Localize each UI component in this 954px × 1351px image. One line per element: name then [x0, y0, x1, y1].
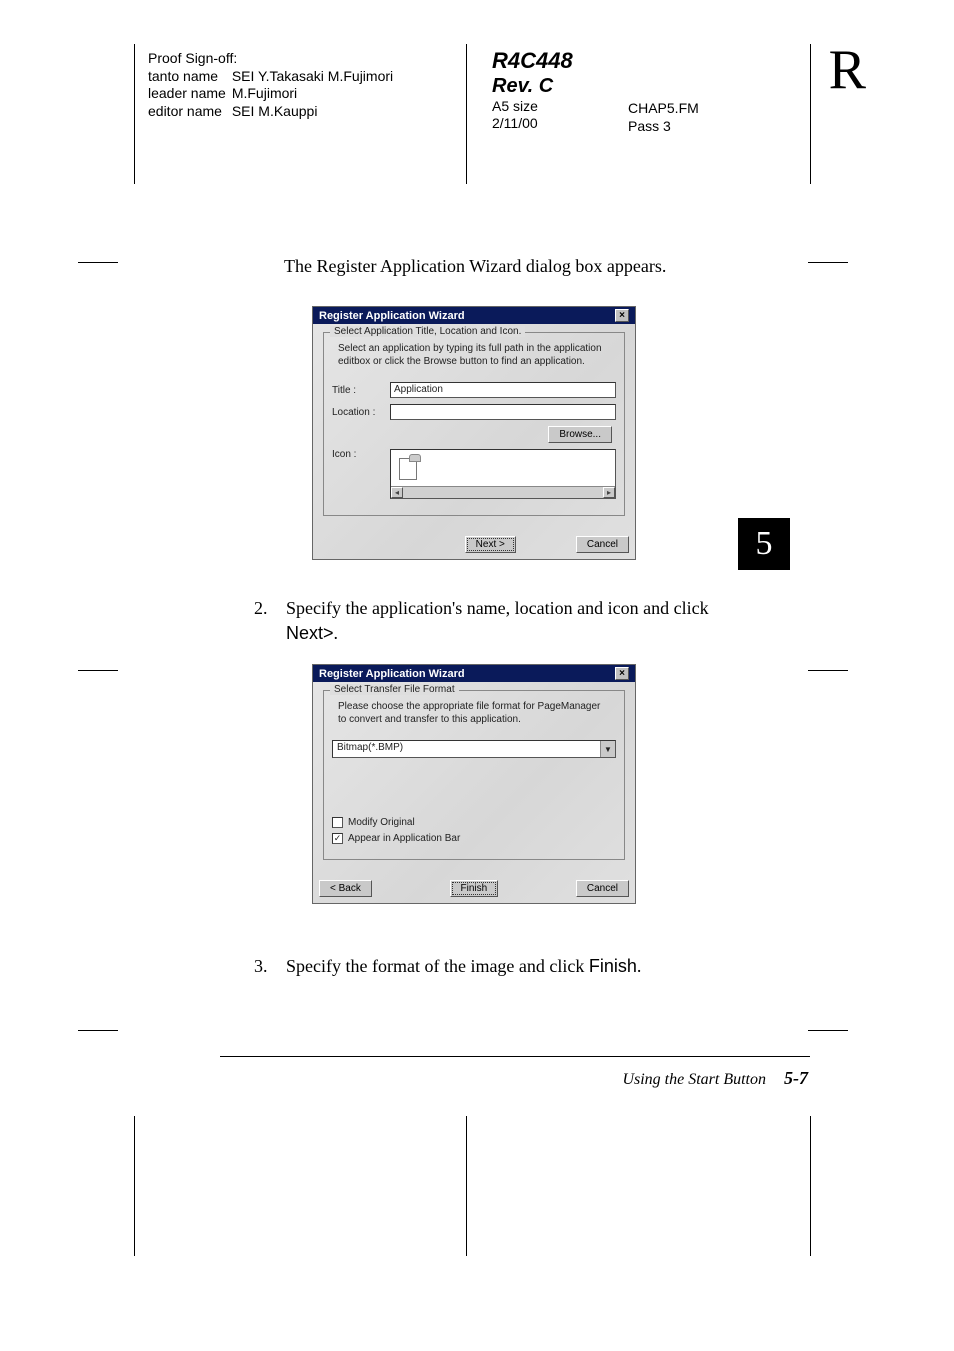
- dialog-register-app-2: Register Application Wizard × Select Tra…: [312, 664, 636, 904]
- footer-text: Using the Start Button 5-7: [622, 1068, 808, 1089]
- scrollbar-horizontal[interactable]: ◂ ▸: [391, 486, 615, 498]
- dialog2-title: Register Application Wizard: [319, 668, 465, 680]
- icon-label: Icon :: [332, 449, 384, 460]
- proof-table: tanto nameSEI Y.Takasaki M.Fujimori lead…: [148, 68, 399, 121]
- close-icon[interactable]: ×: [615, 309, 629, 322]
- crop-tick: [808, 262, 848, 263]
- dialog2-group-title: Select Transfer File Format: [330, 684, 459, 695]
- doc-date: 2/11/00: [492, 115, 573, 132]
- proof-value: SEI M.Kauppi: [232, 103, 399, 121]
- footer-page: 5-7: [784, 1068, 808, 1088]
- dialog-register-app-1: Register Application Wizard × Select App…: [312, 306, 636, 560]
- location-label: Location :: [332, 407, 384, 418]
- step-number: 3.: [254, 954, 268, 979]
- chevron-down-icon[interactable]: ▼: [600, 741, 615, 757]
- dialog1-title: Register Application Wizard: [319, 310, 465, 322]
- doc-rev: Rev. C: [492, 74, 573, 98]
- intro-text: The Register Application Wizard dialog b…: [284, 254, 666, 279]
- crop-tick: [78, 262, 118, 263]
- step-number: 2.: [254, 596, 268, 621]
- proof-role: editor name: [148, 103, 232, 121]
- footer-rule-left: [134, 1116, 135, 1256]
- proof-role: tanto name: [148, 68, 232, 86]
- doc-code: R4C448: [492, 48, 573, 74]
- chapter-badge: 5: [738, 518, 790, 570]
- header-rule-left: [134, 44, 135, 184]
- application-icon: [395, 454, 419, 482]
- proof-value: M.Fujimori: [232, 85, 399, 103]
- header-rule-right: [810, 44, 811, 184]
- next-button[interactable]: Next >: [465, 536, 516, 553]
- doc-file-meta: CHAP5.FM Pass 3: [628, 100, 699, 135]
- back-button[interactable]: < Back: [319, 880, 372, 897]
- title-input[interactable]: Application: [390, 382, 616, 398]
- doc-pass: Pass 3: [628, 118, 699, 136]
- crop-tick: [808, 670, 848, 671]
- crop-tick: [78, 670, 118, 671]
- icon-picker[interactable]: ◂ ▸: [390, 449, 616, 499]
- browse-button[interactable]: Browse...: [548, 426, 612, 443]
- scroll-right-icon[interactable]: ▸: [603, 487, 615, 498]
- crop-tick: [808, 1030, 848, 1031]
- dialog2-desc: Please choose the appropriate file forma…: [332, 697, 616, 740]
- proof-label: Proof Sign-off:: [148, 50, 399, 68]
- scroll-left-icon[interactable]: ◂: [391, 487, 403, 498]
- header-rule-mid: [466, 44, 467, 184]
- close-icon[interactable]: ×: [615, 667, 629, 680]
- step3-c: .: [637, 956, 642, 976]
- modify-original-label: Modify Original: [348, 817, 415, 828]
- proof-value: SEI Y.Takasaki M.Fujimori: [232, 68, 399, 86]
- title-label: Title :: [332, 385, 384, 396]
- location-input[interactable]: [390, 404, 616, 420]
- step2-c: .: [334, 623, 339, 643]
- format-dropdown[interactable]: Bitmap(*.BMP) ▼: [332, 740, 616, 758]
- cancel-button[interactable]: Cancel: [576, 880, 629, 897]
- page-side-letter: R: [829, 38, 866, 102]
- crop-tick: [78, 1030, 118, 1031]
- footer-rule-right: [810, 1116, 811, 1256]
- cancel-button[interactable]: Cancel: [576, 536, 629, 553]
- footer-rule: [220, 1056, 810, 1057]
- dialog1-desc: Select an application by typing its full…: [332, 339, 616, 376]
- step2-text: Specify the application's name, location…: [286, 596, 726, 646]
- step3-b: Finish: [589, 956, 637, 976]
- doc-size: A5 size: [492, 98, 573, 115]
- step3-text: Specify the format of the image and clic…: [286, 954, 726, 979]
- proof-role: leader name: [148, 85, 232, 103]
- dialog1-group-title: Select Application Title, Location and I…: [330, 326, 525, 337]
- step2-b: Next>: [286, 623, 334, 643]
- footer-rule-mid: [466, 1116, 467, 1256]
- doc-file: CHAP5.FM: [628, 100, 699, 118]
- modify-original-checkbox[interactable]: [332, 817, 343, 828]
- appear-in-bar-checkbox[interactable]: ✓: [332, 833, 343, 844]
- step2-a: Specify the application's name, location…: [286, 598, 709, 618]
- step3-a: Specify the format of the image and clic…: [286, 956, 589, 976]
- format-value: Bitmap(*.BMP): [333, 741, 600, 757]
- footer-section: Using the Start Button: [622, 1071, 766, 1088]
- finish-button[interactable]: Finish: [450, 880, 499, 897]
- appear-in-bar-label: Appear in Application Bar: [348, 833, 460, 844]
- doc-meta-block: R4C448 Rev. C A5 size 2/11/00: [492, 48, 573, 132]
- proof-signoff-block: Proof Sign-off: tanto nameSEI Y.Takasaki…: [148, 50, 399, 120]
